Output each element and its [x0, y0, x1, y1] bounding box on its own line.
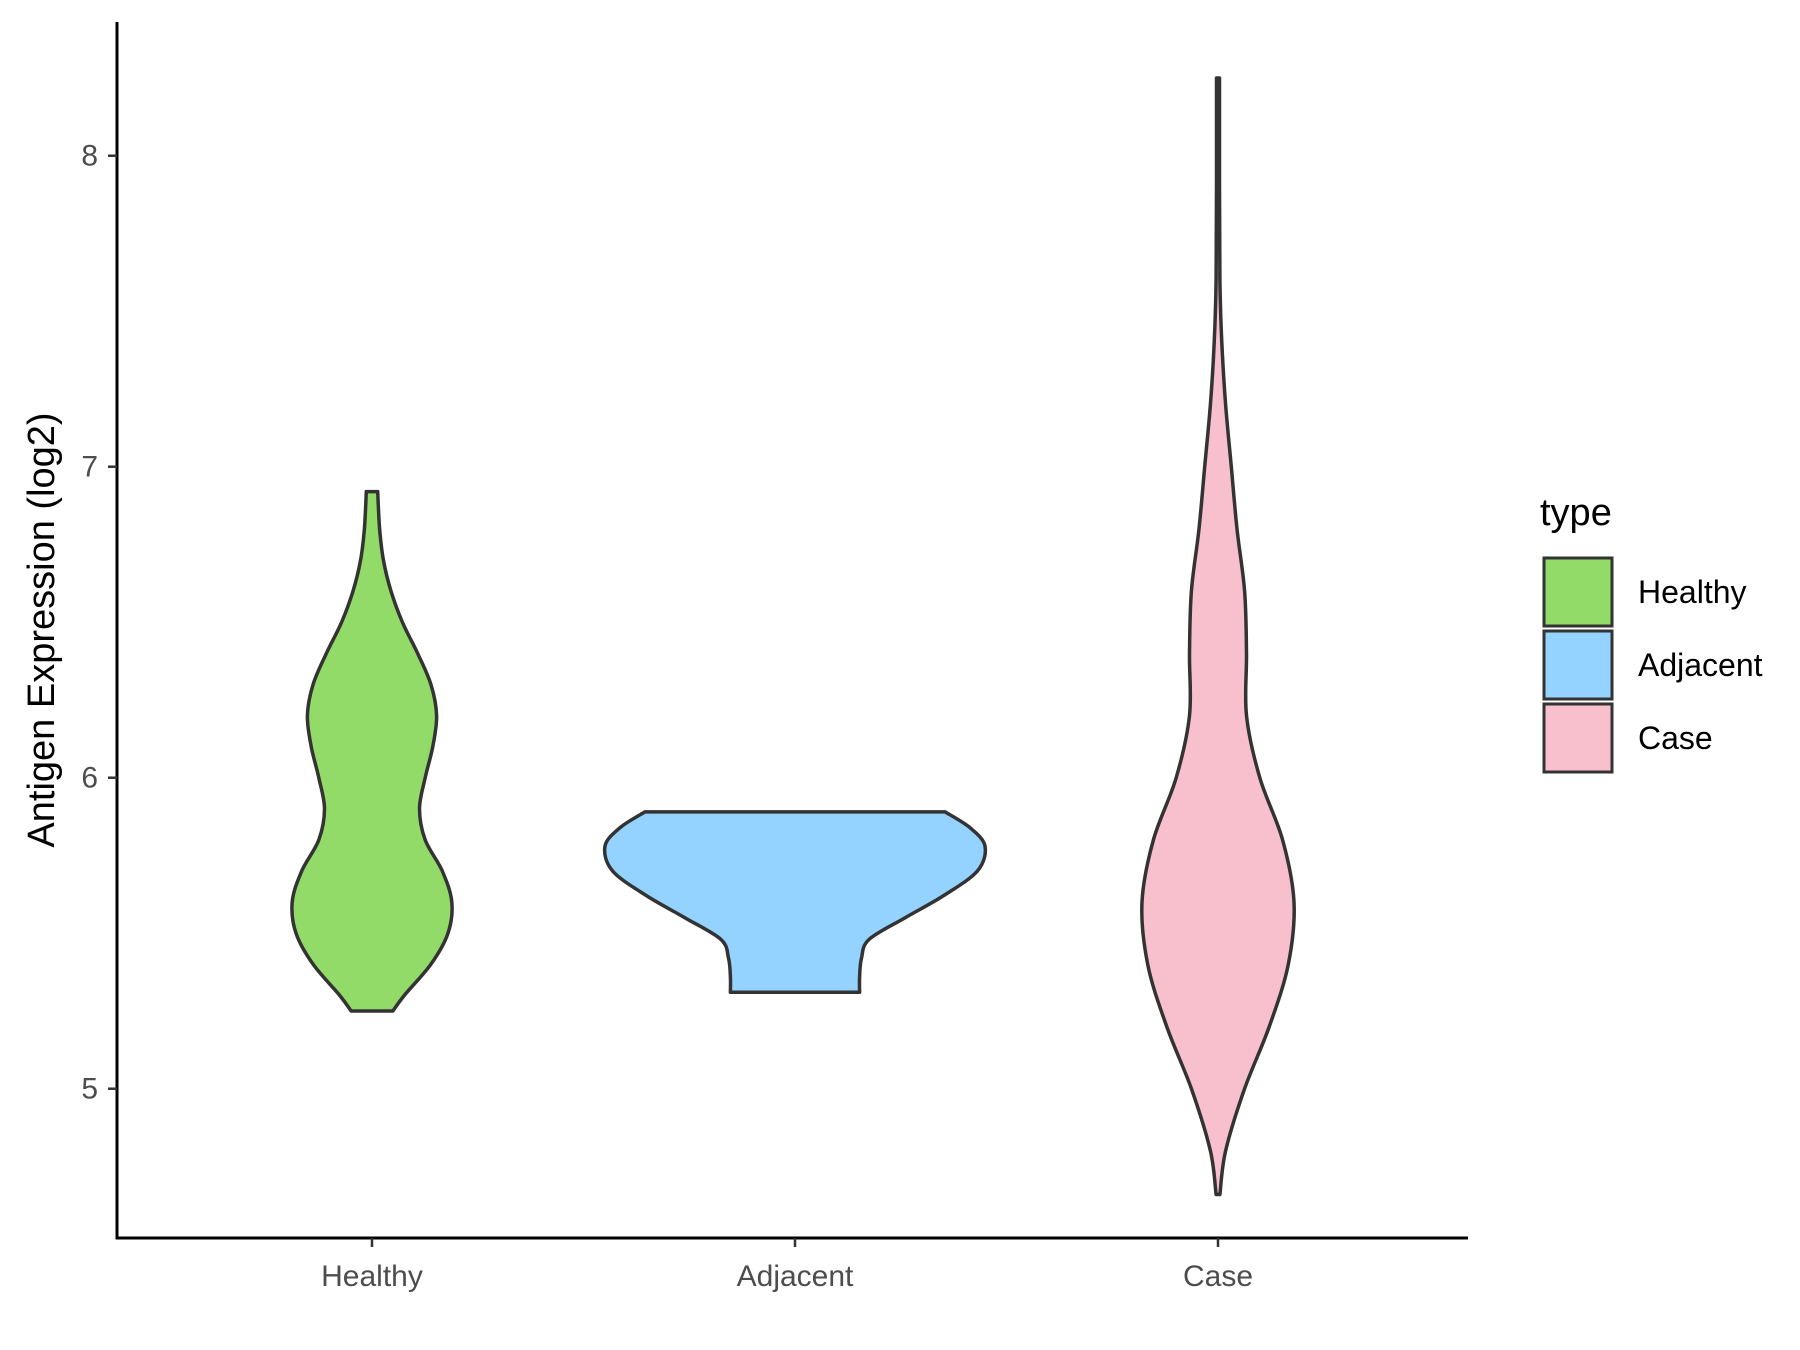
x-tick-label: Case	[1183, 1260, 1253, 1293]
y-tick-label: 8	[81, 140, 98, 173]
violin-adjacent	[602, 810, 988, 995]
legend-label-case: Case	[1638, 720, 1713, 756]
y-tick-label: 7	[81, 451, 98, 484]
legend: type Healthy Adjacent Case	[1540, 492, 1763, 774]
violin-healthy	[290, 489, 454, 1013]
legend-label-adjacent: Adjacent	[1638, 647, 1763, 683]
legend-label-healthy: Healthy	[1638, 574, 1747, 610]
legend-title: type	[1540, 492, 1612, 534]
legend-key-case	[1542, 702, 1614, 774]
y-tick-label: 6	[81, 762, 98, 795]
x-tick-label: Healthy	[321, 1260, 423, 1293]
y-tick-label: 5	[81, 1073, 98, 1106]
y-axis-ticks: 5 6 7 8	[81, 140, 117, 1106]
legend-key-adjacent	[1542, 629, 1614, 701]
x-tick-label: Adjacent	[737, 1260, 854, 1293]
violins	[290, 76, 1296, 1197]
legend-items: Healthy Adjacent Case	[1542, 556, 1763, 774]
violin-case	[1140, 76, 1296, 1197]
x-axis-ticks: Healthy Adjacent Case	[321, 1238, 1253, 1293]
plot-area: 5 6 7 8 Healthy Adjacent Case	[81, 22, 1468, 1293]
y-axis-title: Antigen Expression (log2)	[21, 412, 63, 847]
legend-key-healthy	[1542, 556, 1614, 628]
